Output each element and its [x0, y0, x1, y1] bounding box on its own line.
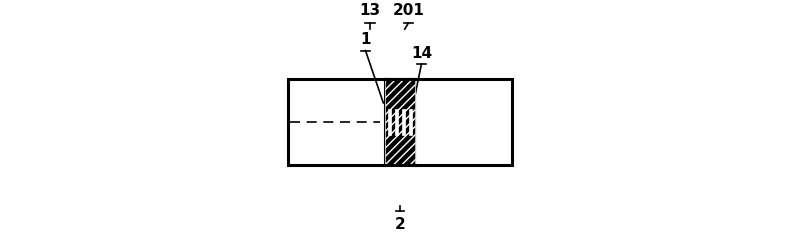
Text: 13: 13	[360, 3, 381, 18]
Text: 14: 14	[411, 46, 432, 61]
Text: 2: 2	[394, 217, 406, 232]
Text: 1: 1	[360, 32, 370, 47]
Bar	[388, 109, 391, 135]
Bar	[395, 109, 398, 135]
Bar	[385, 79, 415, 165]
Bar	[385, 79, 415, 165]
Text: 201: 201	[392, 3, 424, 18]
Bar	[409, 109, 412, 135]
Bar	[402, 109, 405, 135]
